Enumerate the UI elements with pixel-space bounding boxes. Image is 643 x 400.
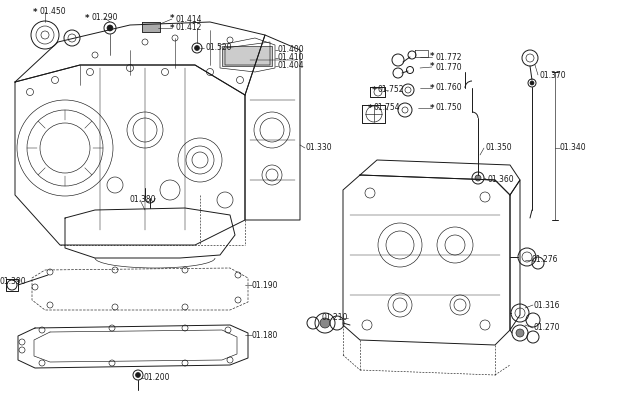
- Text: *: *: [368, 104, 372, 112]
- Text: *: *: [33, 8, 37, 16]
- Text: 01.270: 01.270: [533, 324, 559, 332]
- Text: 01.754: 01.754: [373, 104, 400, 112]
- Text: 01.772: 01.772: [435, 52, 462, 62]
- Circle shape: [516, 329, 524, 337]
- Text: *: *: [372, 86, 376, 94]
- Text: 01.520: 01.520: [205, 44, 231, 52]
- Text: 01.770: 01.770: [435, 62, 462, 72]
- Text: 01.190: 01.190: [252, 280, 278, 290]
- Text: *: *: [430, 62, 434, 72]
- Text: 01.414: 01.414: [175, 14, 201, 24]
- Text: 01.380: 01.380: [130, 196, 156, 204]
- Text: 01.210: 01.210: [322, 314, 349, 322]
- Text: *: *: [170, 14, 174, 24]
- Text: 01.276: 01.276: [532, 256, 559, 264]
- Circle shape: [475, 175, 481, 181]
- Text: 01.400: 01.400: [278, 46, 305, 54]
- Text: 01.360: 01.360: [488, 176, 514, 184]
- Text: 01.390: 01.390: [0, 278, 26, 286]
- Circle shape: [194, 46, 199, 50]
- Circle shape: [107, 25, 113, 31]
- Text: 01.752: 01.752: [377, 86, 404, 94]
- Circle shape: [530, 81, 534, 85]
- Bar: [222, 46, 272, 66]
- Text: *: *: [430, 104, 434, 112]
- Text: 01.450: 01.450: [40, 8, 67, 16]
- Text: 01.330: 01.330: [305, 144, 332, 152]
- Text: 01.760: 01.760: [435, 84, 462, 92]
- Text: 01.370: 01.370: [540, 70, 566, 80]
- Text: 01.750: 01.750: [435, 104, 462, 112]
- Text: 01.180: 01.180: [252, 330, 278, 340]
- Text: 01.200: 01.200: [144, 374, 170, 382]
- Text: 01.290: 01.290: [92, 14, 118, 22]
- Bar: [142, 22, 160, 32]
- Text: *: *: [430, 52, 434, 62]
- Text: 01.410: 01.410: [278, 54, 305, 62]
- Text: 01.404: 01.404: [278, 62, 305, 70]
- Text: *: *: [170, 24, 174, 32]
- Circle shape: [136, 372, 141, 378]
- Text: 01.316: 01.316: [533, 300, 559, 310]
- Text: 01.412: 01.412: [175, 24, 201, 32]
- Text: 01.340: 01.340: [560, 144, 586, 152]
- Text: *: *: [430, 84, 434, 92]
- Text: *: *: [85, 14, 89, 22]
- Circle shape: [320, 318, 330, 328]
- Text: 01.350: 01.350: [485, 144, 512, 152]
